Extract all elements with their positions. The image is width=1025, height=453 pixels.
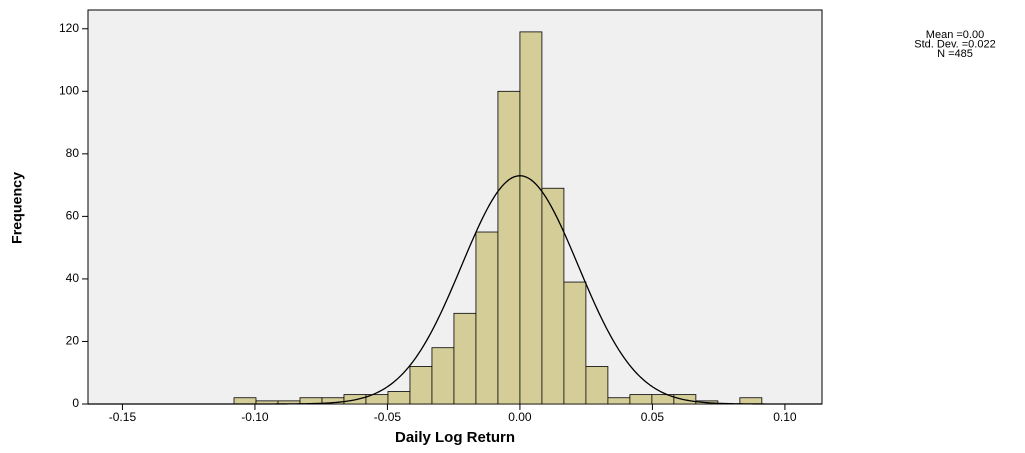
x-tick-label: -0.15 xyxy=(109,410,137,424)
bar xyxy=(607,397,631,405)
stat-label: N =485 xyxy=(937,48,973,60)
y-tick-label: 20 xyxy=(66,334,80,348)
bar xyxy=(541,187,565,405)
bar xyxy=(233,397,257,405)
bar xyxy=(739,397,763,405)
y-tick-label: 0 xyxy=(72,396,79,410)
x-tick-label: -0.05 xyxy=(374,410,402,424)
normal-curve xyxy=(88,175,822,405)
x-tick-label: 0.05 xyxy=(641,410,665,424)
x-axis-title: Daily Log Return xyxy=(395,429,515,446)
x-tick-label: 0.10 xyxy=(773,410,797,424)
stat-label: Mean =0.00 xyxy=(926,29,984,41)
bar xyxy=(585,366,609,405)
stat-label: Std. Dev. =0.022 xyxy=(914,38,995,50)
bar xyxy=(563,281,587,405)
bar xyxy=(431,347,455,405)
bar xyxy=(629,394,653,405)
y-tick-label: 60 xyxy=(66,209,80,223)
bar xyxy=(409,366,433,405)
y-tick-label: 80 xyxy=(66,146,80,160)
bar xyxy=(519,31,543,405)
bar xyxy=(497,90,521,405)
bar xyxy=(475,231,499,405)
y-axis-title: Frequency xyxy=(9,172,25,244)
y-tick-label: 100 xyxy=(59,83,79,97)
x-tick-label: -0.10 xyxy=(241,410,269,424)
y-tick-label: 120 xyxy=(59,21,79,35)
bar xyxy=(453,312,477,405)
y-tick-label: 40 xyxy=(66,271,80,285)
bar xyxy=(387,391,411,405)
x-tick-label: 0.00 xyxy=(508,410,532,424)
